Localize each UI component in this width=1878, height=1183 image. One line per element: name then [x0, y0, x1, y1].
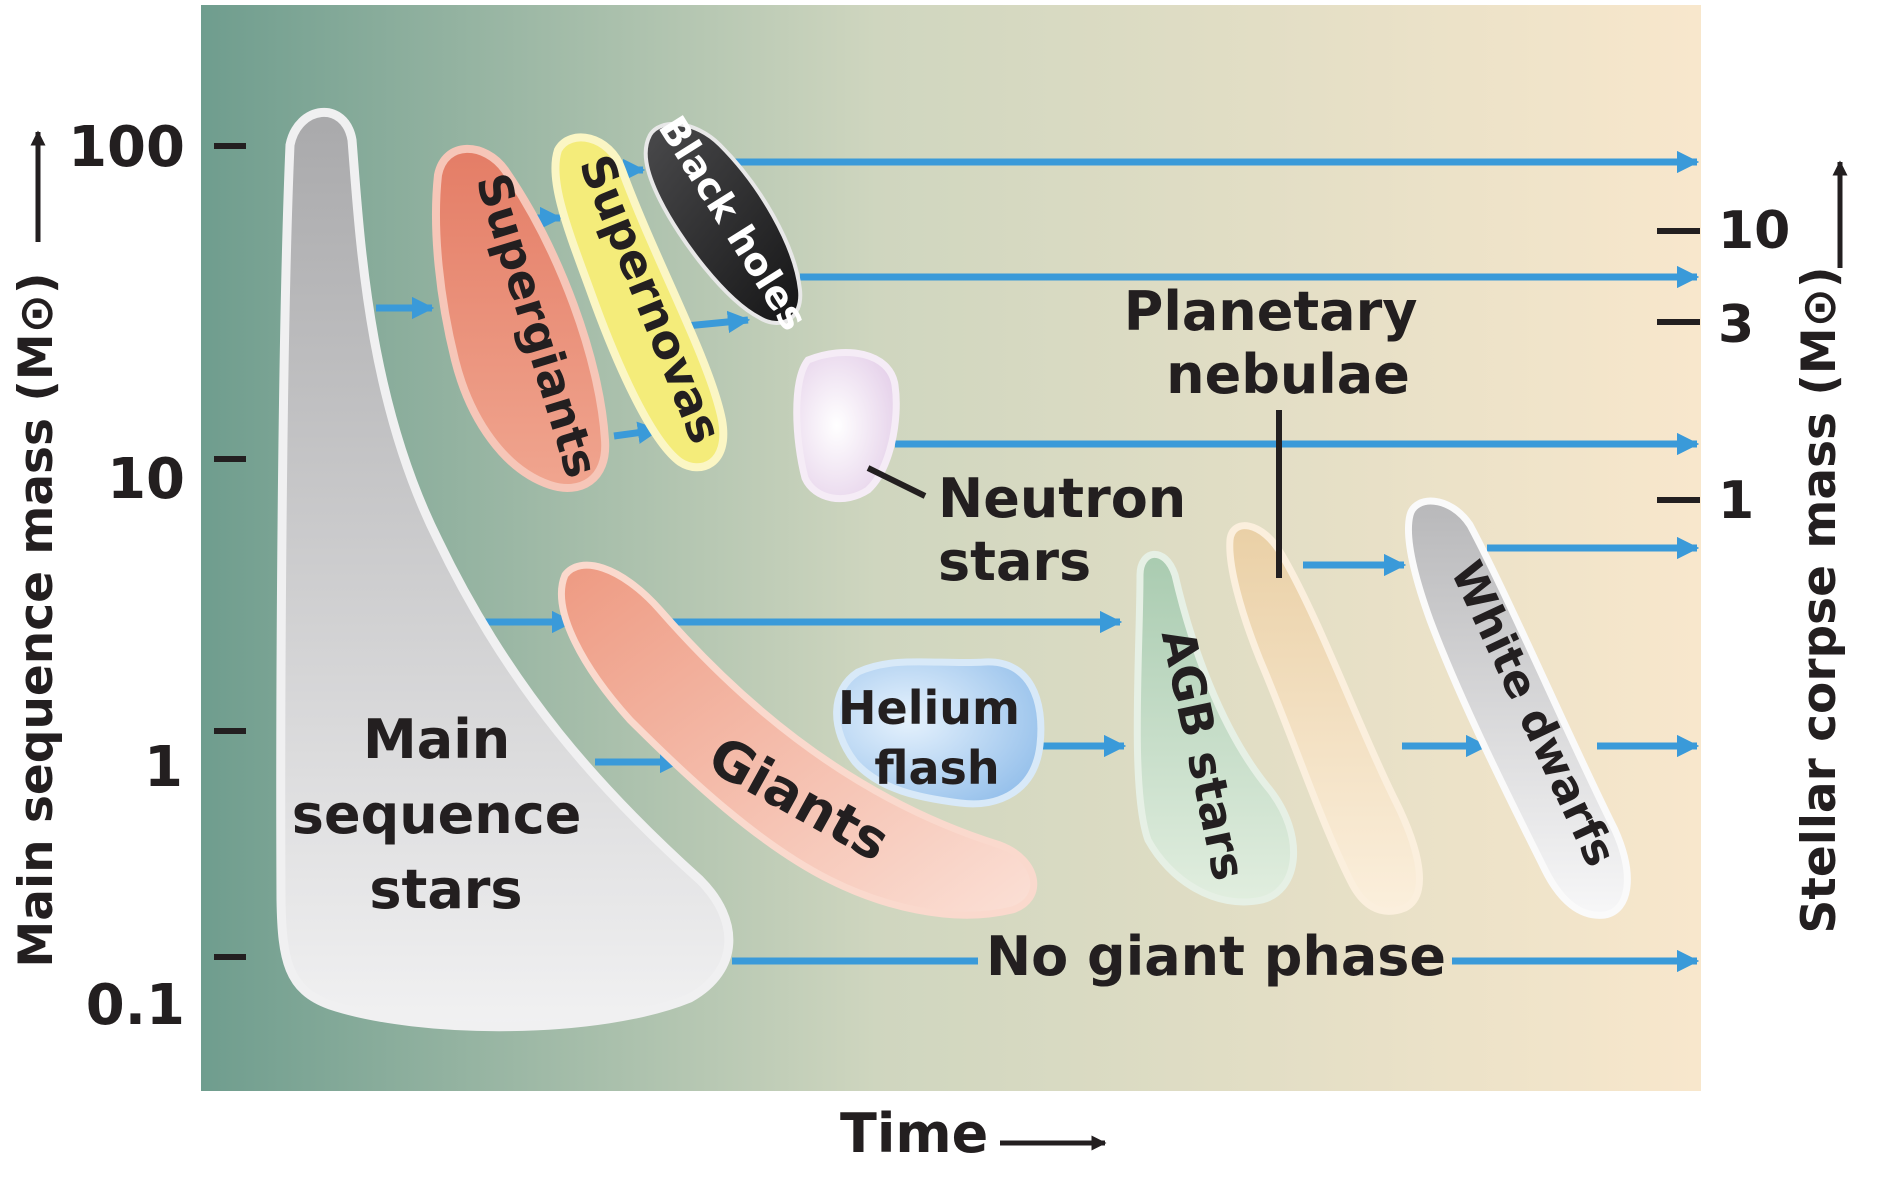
supernovas-shape [551, 133, 728, 472]
left-tick-label-10: 10 [107, 447, 185, 512]
main-sequence-shape [276, 108, 734, 1032]
agb-region: AGB stars [1133, 550, 1298, 906]
neutron-stars-label: Neutron stars [938, 467, 1205, 593]
main-sequence-region: Main sequence stars [276, 108, 734, 1032]
left-axis-label: Main sequence mass (M⊙) [9, 273, 64, 968]
planetary-nebulae-label: Planetary nebulae [1124, 280, 1437, 406]
flow-arrows [376, 150, 1700, 973]
left-axis: 100 10 1 0.1 Main sequence mass (M⊙) [9, 115, 246, 1038]
left-tick-label-0.1: 0.1 [86, 973, 185, 1038]
planetary-nebulae-region: Planetary nebulae [1124, 280, 1437, 915]
right-tick-label-1: 1 [1718, 471, 1754, 531]
black-holes-shape [643, 121, 803, 325]
neutron-stars-shape [793, 349, 900, 503]
right-axis-label: Stellar corpse mass (M⊙) [1792, 267, 1847, 934]
right-axis: 10 3 1 Stellar corpse mass (M⊙) [1657, 160, 1848, 934]
helium-flash-region: Helium flash [833, 658, 1045, 808]
bottom-axis: Time [840, 1102, 1107, 1165]
right-tick-label-3: 3 [1718, 295, 1754, 355]
white-dwarfs-shape [1404, 497, 1631, 919]
main-sequence-label: Main sequence stars [292, 708, 600, 921]
agb-shape [1133, 550, 1298, 906]
left-tick-label-1: 1 [144, 735, 183, 800]
helium-flash-shape [833, 658, 1045, 808]
no-giant-phase-label: No giant phase [986, 925, 1446, 988]
right-tick-label-10: 10 [1718, 201, 1790, 261]
arrow-sn-to-bh-low [685, 310, 751, 334]
neutron-stars-leader [866, 465, 927, 499]
time-label: Time [840, 1102, 988, 1165]
supergiants-shape [432, 144, 610, 492]
planetary-nebulae-shape [1226, 522, 1423, 915]
left-tick-label-100: 100 [68, 115, 185, 180]
neutron-stars-region: Neutron stars [793, 349, 1205, 593]
giants-shape [558, 561, 1038, 919]
helium-flash-label: Helium flash [838, 681, 1036, 795]
